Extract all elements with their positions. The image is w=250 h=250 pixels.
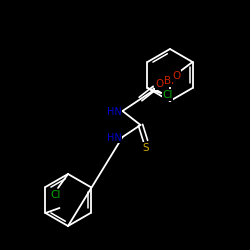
Text: Cl: Cl (51, 190, 61, 200)
Text: Br: Br (164, 76, 176, 86)
Text: O: O (156, 79, 164, 89)
Text: S: S (142, 143, 149, 153)
Text: HN: HN (107, 107, 122, 117)
Text: Cl: Cl (162, 90, 173, 100)
Text: HN: HN (107, 133, 122, 143)
Text: O: O (172, 71, 181, 81)
